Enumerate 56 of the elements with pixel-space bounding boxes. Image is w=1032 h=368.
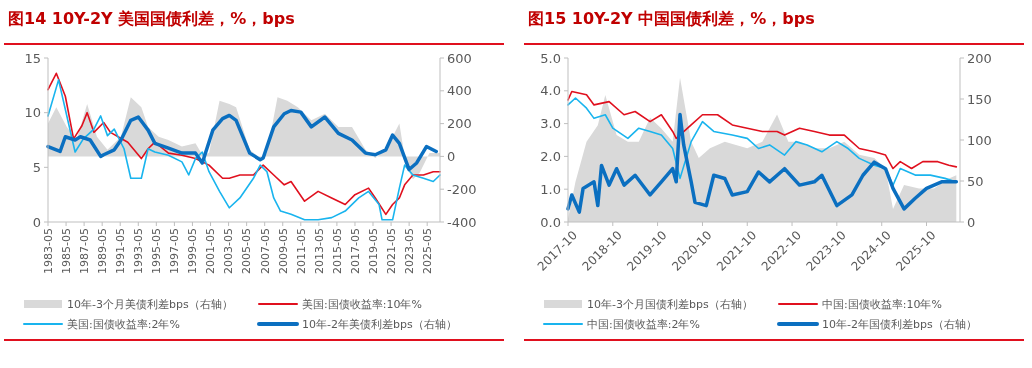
chart-title: 图15 10Y-2Y 中国国债利差，%，bps	[528, 9, 815, 28]
x-tick-label: 2001-05	[204, 228, 218, 274]
x-tick-label: 2019-05	[366, 228, 380, 274]
x-tick-label: 2017-05	[348, 228, 362, 274]
legend-label: 10年-2年美债利差bps（右轴）	[302, 317, 457, 331]
x-tick-label: 2003-05	[222, 228, 236, 274]
line-series	[46, 108, 438, 172]
x-tick-label: 2007-05	[258, 228, 272, 274]
chart-title: 图14 10Y-2Y 美国国债利差，%，bps	[8, 9, 295, 28]
y-tick-label: 10	[24, 105, 41, 121]
x-tick-label: 1987-05	[77, 228, 91, 274]
y2-tick-label: 150	[967, 91, 992, 107]
x-tick-label: 1995-05	[150, 228, 164, 274]
x-tick-label: 2015-05	[330, 228, 344, 274]
legend-label: 10年-3个月美债利差bps（右轴）	[67, 297, 233, 311]
legend-label: 美国:国债收益率:2年%	[67, 317, 180, 331]
x-tick-label: 1993-05	[132, 228, 146, 274]
y-tick-label: 15	[24, 50, 41, 66]
x-tick-label: 2023-05	[402, 228, 416, 274]
y2-tick-label: 0	[967, 214, 976, 230]
x-tick-label: 1991-05	[114, 228, 128, 274]
x-tick-label: 2025-05	[421, 228, 435, 274]
x-tick-label: 2009-05	[276, 228, 290, 274]
legend-label: 10年-2年国债利差bps（右轴）	[822, 317, 977, 331]
y-tick-label: 0	[32, 214, 41, 230]
y2-tick-label: 200	[967, 50, 992, 66]
y-tick-label: 3.0	[540, 116, 561, 132]
x-tick-label: 1983-05	[41, 228, 55, 274]
y-tick-label: 4.0	[540, 83, 561, 99]
x-tick-label: 2021-05	[384, 228, 398, 274]
y-tick-label: 0.0	[540, 214, 561, 230]
y2-tick-label: 600	[447, 50, 472, 66]
legend-label: 中国:国债收益率:2年%	[587, 317, 700, 331]
y-tick-label: 1.0	[540, 181, 561, 197]
legend-label: 美国:国债收益率:10年%	[302, 297, 422, 311]
x-tick-label: 1997-05	[168, 228, 182, 274]
y2-tick-label: 400	[447, 83, 472, 99]
legend-label: 10年-3个月国债利差bps（右轴）	[587, 297, 753, 311]
x-tick-label: 1999-05	[186, 228, 200, 274]
line-series	[567, 90, 958, 170]
line-series	[566, 112, 959, 214]
legend-label: 中国:国债收益率:10年%	[822, 297, 942, 311]
x-tick-label: 1985-05	[59, 228, 73, 274]
y2-tick-label: -200	[447, 181, 477, 197]
y-tick-label: 5	[32, 159, 41, 175]
y-tick-label: 5.0	[540, 50, 561, 66]
y2-tick-label: 100	[967, 132, 992, 148]
x-tick-label: 1989-05	[96, 228, 110, 274]
x-tick-label: 2011-05	[294, 228, 308, 274]
y2-tick-label: 0	[447, 148, 456, 164]
y2-tick-label: -400	[447, 214, 477, 230]
y2-tick-label: 200	[447, 116, 472, 132]
x-tick-label: 2013-05	[312, 228, 326, 274]
y2-tick-label: 50	[967, 173, 984, 189]
x-tick-label: 2005-05	[240, 228, 254, 274]
y-tick-label: 2.0	[540, 148, 561, 164]
